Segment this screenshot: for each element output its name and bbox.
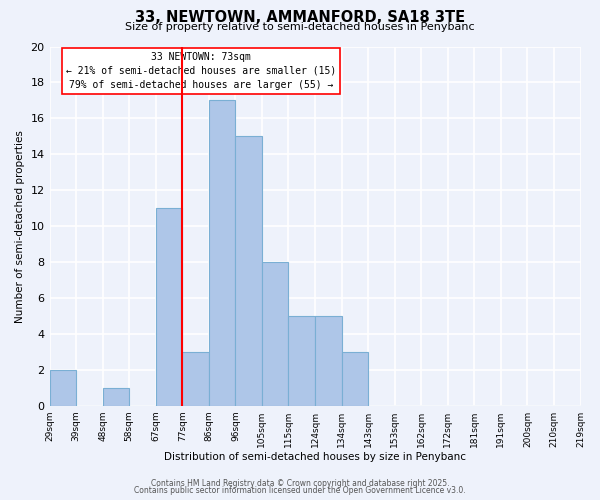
X-axis label: Distribution of semi-detached houses by size in Penybanc: Distribution of semi-detached houses by … xyxy=(164,452,466,462)
Bar xyxy=(156,208,182,406)
Bar xyxy=(341,352,368,406)
Bar xyxy=(209,100,235,406)
Bar xyxy=(315,316,341,406)
Text: Contains HM Land Registry data © Crown copyright and database right 2025.: Contains HM Land Registry data © Crown c… xyxy=(151,478,449,488)
Text: 33 NEWTOWN: 73sqm
← 21% of semi-detached houses are smaller (15)
79% of semi-det: 33 NEWTOWN: 73sqm ← 21% of semi-detached… xyxy=(66,52,336,90)
Text: Size of property relative to semi-detached houses in Penybanc: Size of property relative to semi-detach… xyxy=(125,22,475,32)
Y-axis label: Number of semi-detached properties: Number of semi-detached properties xyxy=(15,130,25,322)
Bar xyxy=(262,262,289,406)
Bar xyxy=(235,136,262,406)
Bar xyxy=(50,370,76,406)
Bar xyxy=(103,388,129,406)
Bar xyxy=(182,352,209,406)
Text: 33, NEWTOWN, AMMANFORD, SA18 3TE: 33, NEWTOWN, AMMANFORD, SA18 3TE xyxy=(135,10,465,25)
Text: Contains public sector information licensed under the Open Government Licence v3: Contains public sector information licen… xyxy=(134,486,466,495)
Bar xyxy=(289,316,315,406)
